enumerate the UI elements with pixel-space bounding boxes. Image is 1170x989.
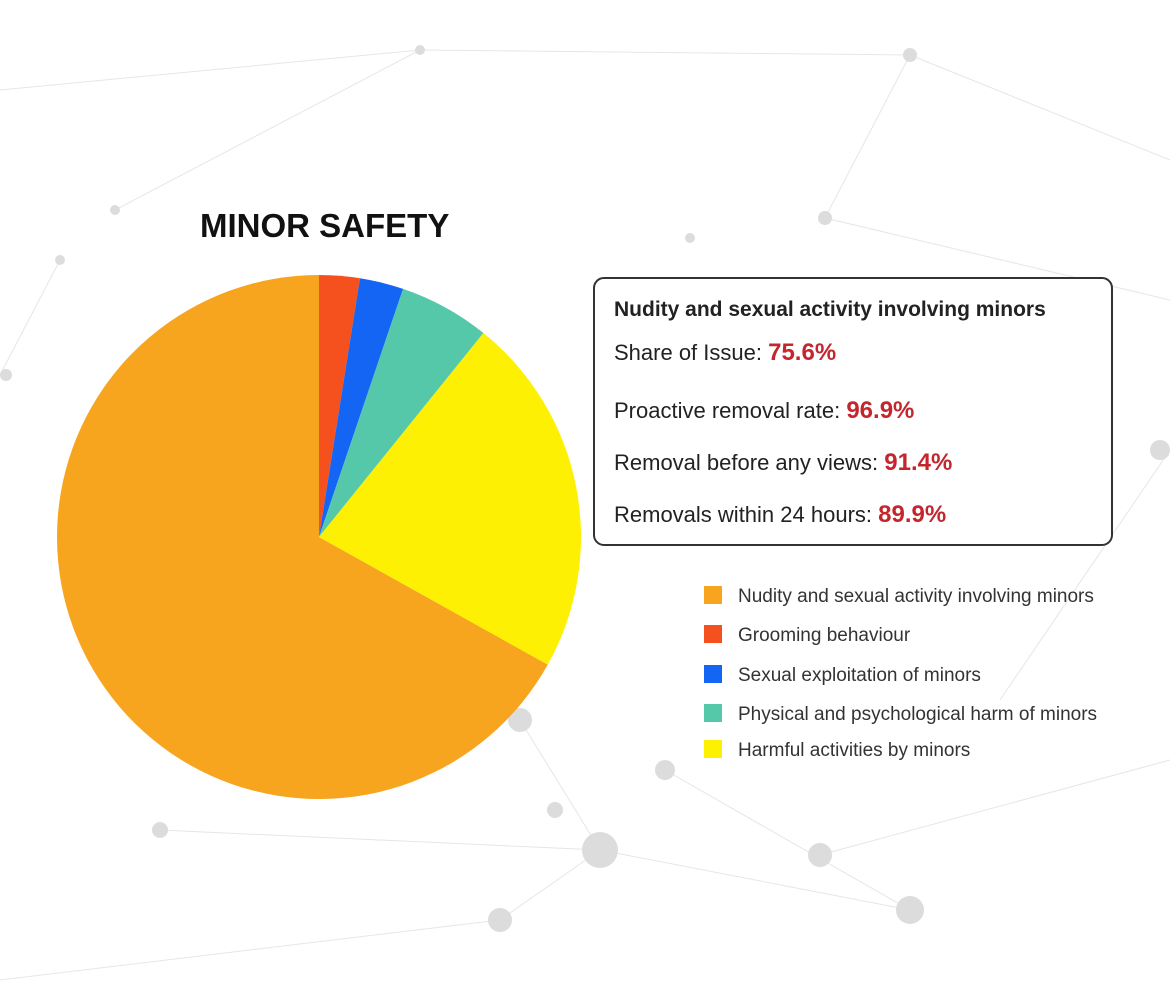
info-value: 89.9% — [878, 501, 946, 528]
legend-swatch — [704, 740, 722, 758]
pie-slice — [319, 333, 581, 665]
chart-title: MINOR SAFETY — [200, 207, 449, 244]
info-row: Proactive removal rate: 96.9% — [614, 397, 914, 424]
info-value: 96.9% — [846, 397, 914, 424]
legend-label: Harmful activities by minors — [738, 740, 970, 761]
legend-label: Physical and psychological harm of minor… — [738, 704, 1097, 725]
legend-swatch — [704, 665, 722, 683]
info-value: 75.6% — [768, 339, 836, 366]
info-label: Removals within 24 hours: — [614, 502, 872, 527]
info-row: Removals within 24 hours: 89.9% — [614, 501, 946, 528]
pie-slice — [319, 278, 404, 537]
legend-label: Nudity and sexual activity involving min… — [738, 586, 1094, 607]
legend-swatch — [704, 704, 722, 722]
legend: Nudity and sexual activity involving min… — [704, 586, 1097, 761]
info-label: Proactive removal rate: — [614, 398, 840, 423]
info-box — [593, 277, 1113, 546]
info-title: Nudity and sexual activity involving min… — [614, 298, 1046, 321]
background-network — [0, 45, 1170, 981]
legend-swatch — [704, 586, 722, 604]
pie-slice — [319, 275, 360, 537]
legend-label: Sexual exploitation of minors — [738, 665, 981, 686]
pie — [56, 275, 581, 799]
info-rows: Share of Issue: 75.6% Proactive removal r… — [614, 339, 952, 528]
legend-swatch — [704, 625, 722, 643]
info-label: Share of Issue: — [614, 340, 762, 365]
info-label: Removal before any views: — [614, 450, 878, 475]
legend-label: Grooming behaviour — [738, 625, 911, 646]
pie-slice — [319, 288, 484, 537]
info-row: Removal before any views: 91.4% — [614, 449, 952, 476]
info-row: Share of Issue: 75.6% — [614, 339, 836, 366]
pie-slice — [56, 275, 548, 799]
info-value: 91.4% — [884, 449, 952, 476]
